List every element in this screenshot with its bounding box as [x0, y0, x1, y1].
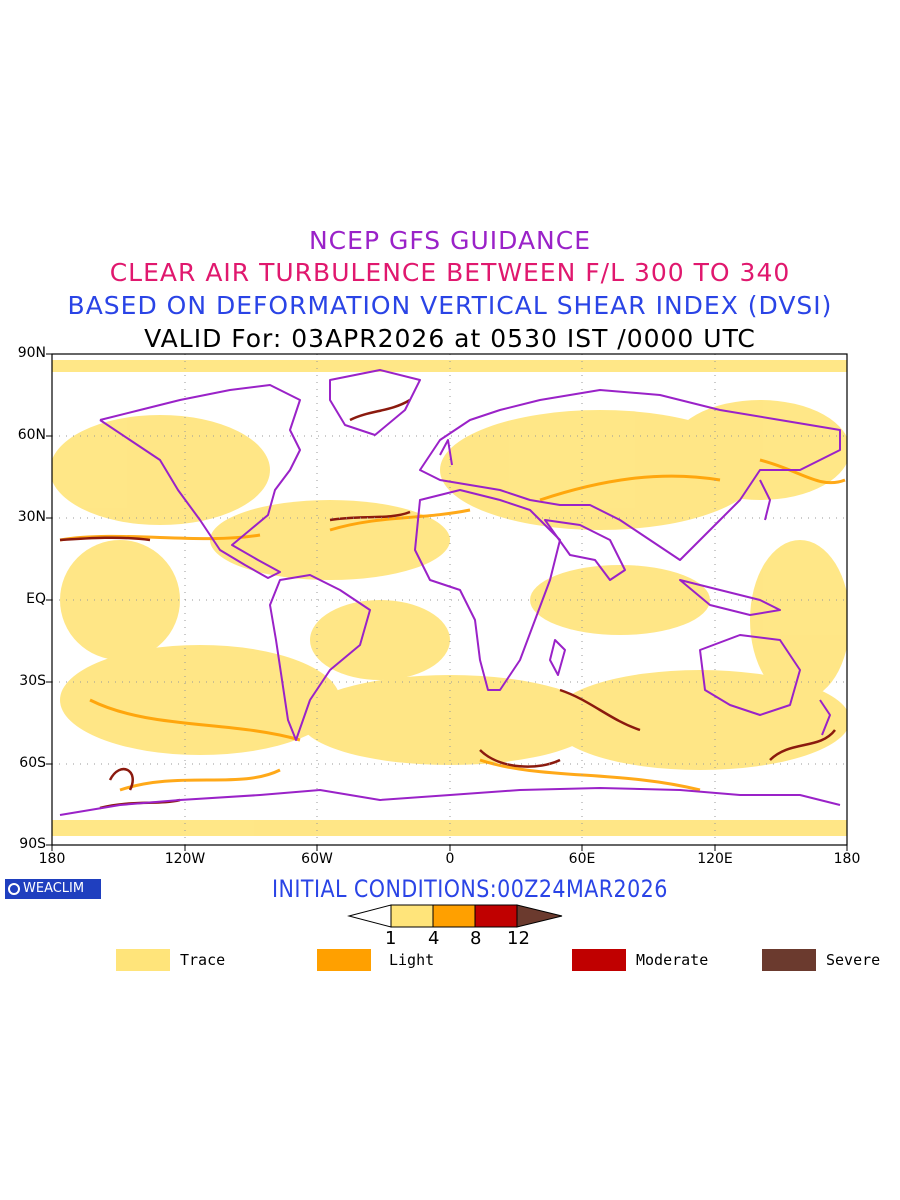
- colorbar: [347, 904, 563, 928]
- colorbar-moderate: [474, 904, 518, 928]
- legend-swatch-severe: [762, 949, 816, 971]
- initial-conditions: INITIAL CONDITIONS:00Z24MAR2026: [272, 875, 668, 903]
- colorbar-trace: [390, 904, 434, 928]
- legend-label-moderate: Moderate: [636, 951, 709, 969]
- colorbar-tick: 1: [385, 928, 397, 949]
- legend-label-trace: Trace: [180, 951, 226, 969]
- colorbar-light: [432, 904, 476, 928]
- lat-label: 90N: [17, 345, 46, 361]
- logo-ring-icon: [8, 883, 20, 895]
- legend-swatch-trace: [116, 949, 170, 971]
- lon-label: 60E: [568, 851, 596, 867]
- weaclim-logo: WEACLIM: [5, 879, 101, 899]
- title-product: CLEAR AIR TURBULENCE BETWEEN F/L 300 TO …: [109, 258, 791, 287]
- colorbar-tick: 8: [470, 928, 482, 949]
- title-model: NCEP GFS GUIDANCE: [308, 226, 591, 255]
- lat-label: 60N: [17, 427, 46, 443]
- title-method: BASED ON DEFORMATION VERTICAL SHEAR INDE…: [67, 291, 833, 320]
- legend-label-severe: Severe: [826, 951, 881, 969]
- title-valid-time: VALID For: 03APR2026 at 0530 IST /0000 U…: [144, 324, 756, 353]
- colorbar-tick: 4: [428, 928, 440, 949]
- lon-label: 180: [38, 851, 66, 867]
- legend-swatch-light: [317, 949, 371, 971]
- lon-label: 120W: [164, 851, 206, 867]
- lat-label: 30S: [19, 673, 46, 689]
- lat-label: EQ: [26, 591, 46, 607]
- lat-label: 30N: [17, 509, 46, 525]
- lon-label: 120E: [697, 851, 733, 867]
- map-field: [52, 354, 847, 845]
- lat-label: 90S: [19, 836, 46, 852]
- legend-swatch-moderate: [572, 949, 626, 971]
- lon-label: 0: [445, 851, 455, 867]
- lon-label: 180: [833, 851, 861, 867]
- lat-label: 60S: [19, 755, 46, 771]
- lon-label: 60W: [301, 851, 333, 867]
- logo-text: WEACLIM: [23, 881, 85, 896]
- colorbar-tick: 12: [507, 928, 530, 949]
- coastlines: [59, 369, 841, 816]
- colorbar-under: [347, 904, 392, 928]
- legend-label-light: Light: [389, 951, 435, 969]
- colorbar-over: [516, 904, 563, 928]
